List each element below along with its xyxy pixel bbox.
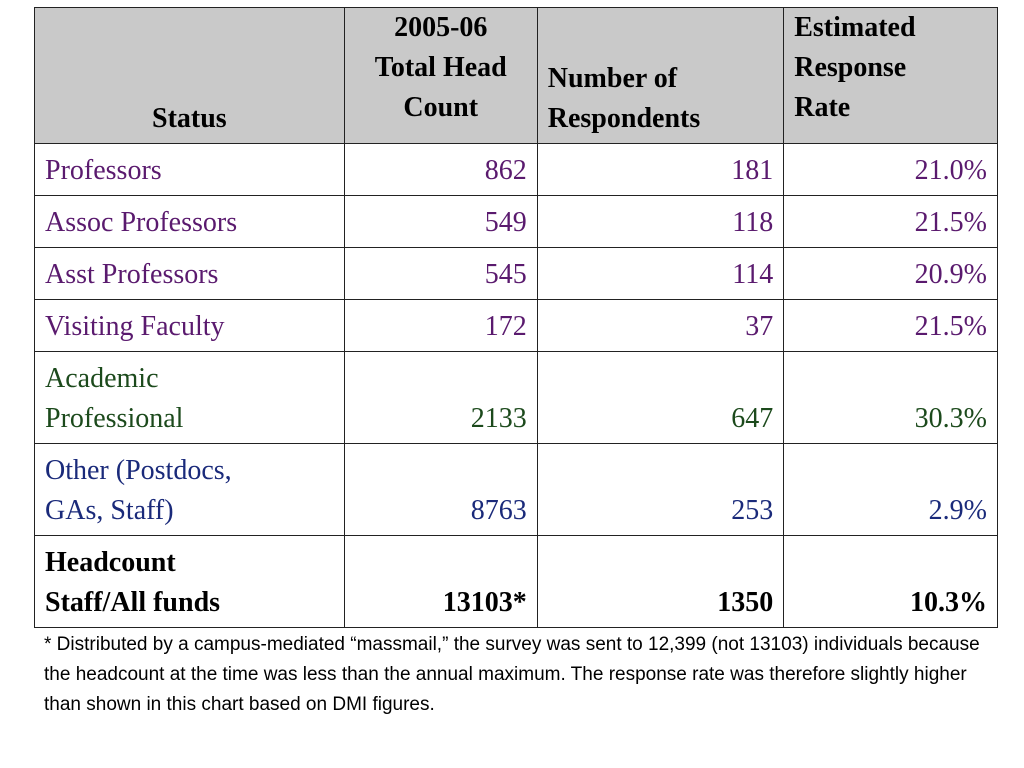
header-respondents-line: Number of — [547, 63, 678, 94]
status-label: Asst Professors — [45, 259, 219, 290]
survey-response-table: Status 2005-06 Total Head Count Number o… — [34, 7, 998, 628]
status-cell: Asst Professors — [34, 247, 345, 300]
respondents-cell: 647 — [536, 351, 785, 444]
status-label: Headcount — [45, 547, 176, 578]
status-cell: Academic Professional — [34, 351, 345, 444]
table-row: Asst Professors 545 114 20.9% — [34, 247, 998, 300]
status-label: Professors — [45, 155, 162, 186]
header-rate-line: Response — [794, 52, 907, 83]
respondents-cell: 118 — [536, 195, 785, 248]
header-headcount: 2005-06 Total Head Count — [343, 7, 538, 144]
status-cell: Professors — [34, 143, 345, 196]
headcount-cell: 862 — [343, 143, 538, 196]
status-label: Visiting Faculty — [45, 311, 225, 342]
header-rate-line: Estimated — [794, 12, 916, 43]
header-respondents: Number of Respondents — [536, 7, 785, 144]
status-cell: Assoc Professors — [34, 195, 345, 248]
header-status: Status — [34, 7, 345, 144]
status-label: GAs, Staff) — [45, 495, 174, 526]
rate-cell: 10.3% — [783, 535, 998, 628]
rate-cell: 2.9% — [783, 443, 998, 536]
table-row: Academic Professional 2133 647 30.3% — [34, 351, 998, 444]
respondents-cell: 181 — [536, 143, 785, 196]
headcount-cell: 549 — [343, 195, 538, 248]
rate-cell: 20.9% — [783, 247, 998, 300]
header-rate-line: Rate — [794, 92, 851, 123]
table-row: Visiting Faculty 172 37 21.5% — [34, 299, 998, 352]
respondents-cell: 1350 — [536, 535, 785, 628]
headcount-cell: 13103* — [343, 535, 538, 628]
footnote: * Distributed by a campus-mediated “mass… — [44, 634, 980, 715]
rate-cell: 21.5% — [783, 195, 998, 248]
rate-cell: 21.5% — [783, 299, 998, 352]
table-row: Professors 862 181 21.0% — [34, 143, 998, 196]
headcount-cell: 2133 — [343, 351, 538, 444]
header-headcount-line: Total Head — [374, 52, 507, 83]
headcount-cell: 172 — [343, 299, 538, 352]
table-row: Other (Postdocs, GAs, Staff) 8763 253 2.9% — [34, 443, 998, 536]
rate-cell: 30.3% — [783, 351, 998, 444]
status-cell: Other (Postdocs, GAs, Staff) — [34, 443, 345, 536]
header-respondents-line: Respondents — [547, 103, 701, 134]
header-status-text: Status — [152, 103, 227, 134]
respondents-cell: 37 — [536, 299, 785, 352]
rate-cell: 21.0% — [783, 143, 998, 196]
respondents-cell: 253 — [536, 443, 785, 536]
header-row: Status 2005-06 Total Head Count Number o… — [34, 7, 998, 144]
total-row: Headcount Staff/All funds 13103* 1350 10.3% — [34, 535, 998, 628]
headcount-cell: 545 — [343, 247, 538, 300]
status-cell: Headcount Staff/All funds — [34, 535, 345, 628]
header-headcount-line: 2005-06 — [394, 12, 488, 43]
status-label: Staff/All funds — [45, 587, 221, 618]
headcount-cell: 8763 — [343, 443, 538, 536]
table-row: Assoc Professors 549 118 21.5% — [34, 195, 998, 248]
header-rate: Estimated Response Rate — [783, 7, 998, 144]
status-label: Professional — [45, 403, 184, 434]
status-label: Assoc Professors — [45, 207, 238, 238]
respondents-cell: 114 — [536, 247, 785, 300]
status-label: Other (Postdocs, — [45, 455, 232, 486]
header-headcount-line: Count — [403, 92, 479, 123]
status-label: Academic — [45, 363, 159, 394]
status-cell: Visiting Faculty — [34, 299, 345, 352]
table-body: Professors 862 181 21.0% Assoc Professors 549… — [34, 143, 998, 628]
